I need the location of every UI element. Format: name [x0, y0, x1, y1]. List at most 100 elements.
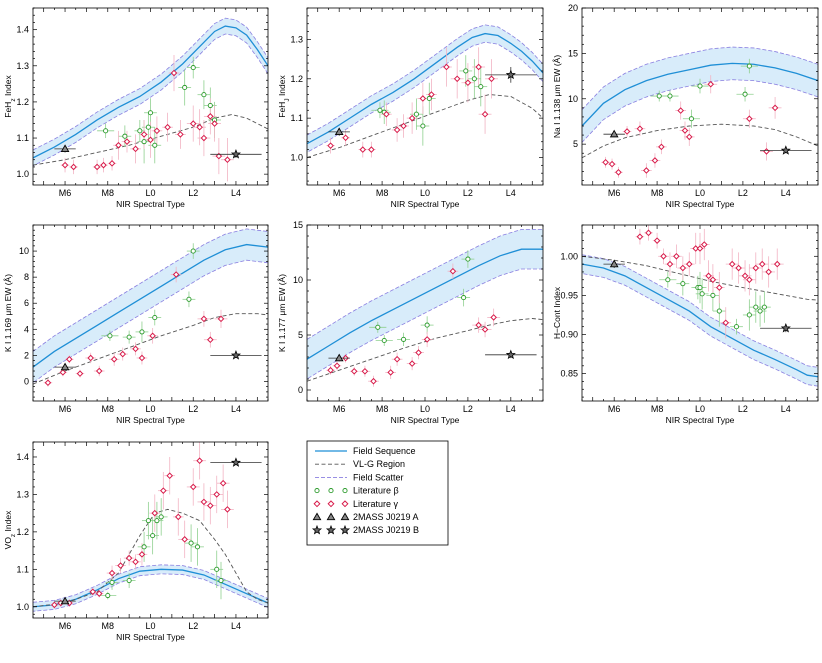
field-sequence-line: [307, 248, 543, 360]
beta-point: [152, 315, 158, 321]
gamma-point: [735, 264, 742, 272]
field-scatter-upper: [307, 228, 543, 340]
beta-point: [194, 544, 201, 550]
gamma-point: [213, 491, 221, 498]
y-tick-label: 0: [24, 376, 29, 386]
j0219a-point: [334, 127, 344, 136]
gamma-point: [108, 569, 116, 577]
gamma-point: [419, 95, 427, 102]
beta-point: [742, 91, 748, 97]
panel-h-cont: M6 M8 L0 L2 L4 0.85 0.90 0.95 1.00 NIR Spectral T…: [552, 224, 819, 425]
x-tick-label: L4: [231, 188, 241, 198]
panel-k-i-1169: M6 M8 L0 L2 L4 0 2 4 6 8 10 NIR Spectral Type K I 1.…: [3, 224, 269, 425]
beta-point: [413, 111, 419, 117]
y-axis-label: Na I 1.138 μm EW (Å): [552, 55, 562, 138]
gamma-point: [728, 260, 736, 268]
gamma-point: [370, 377, 377, 385]
y-axis-label: FeHJ Index: [277, 75, 291, 118]
beta-point: [753, 304, 759, 310]
beta-point: [697, 285, 703, 291]
x-tick-label: M8: [102, 621, 115, 631]
beta-point: [147, 110, 154, 116]
gamma-point: [140, 131, 148, 138]
x-tick-label: L4: [781, 188, 791, 198]
gamma-point: [200, 315, 208, 323]
gamma-point: [643, 167, 650, 174]
x-axis-label: NIR Spectral Type: [116, 632, 185, 642]
gamma-point: [636, 125, 644, 133]
gamma-point: [108, 160, 116, 167]
j0219b-point: [505, 69, 516, 80]
beta-point: [105, 592, 111, 599]
beta-point: [733, 324, 740, 330]
y-tick-label: 1.0: [16, 602, 29, 612]
x-tick-label: L4: [231, 404, 241, 414]
x-tick-label: M8: [651, 404, 664, 414]
legend-gamma-marker: [327, 500, 335, 508]
beta-point: [141, 544, 147, 550]
plot-area: [33, 17, 268, 182]
gamma-point: [679, 264, 687, 272]
gamma-point: [681, 127, 689, 134]
j0219a-point: [60, 362, 70, 371]
field-scatter-band: [307, 229, 543, 379]
y-tick-label: 1.0: [290, 152, 303, 162]
beta-point: [478, 84, 484, 90]
j0219a-point: [60, 596, 70, 605]
x-tick-label: L2: [463, 404, 473, 414]
gamma-point: [773, 260, 781, 268]
beta-point: [137, 128, 143, 134]
beta-point: [152, 142, 158, 148]
legend-beta-marker: [342, 488, 348, 494]
gamma-point: [752, 264, 760, 272]
panel-na-i: M6 M8 L0 L2 L4 5 10 15 20 NIR Spectral Type Na I 1…: [552, 3, 819, 209]
y-tick-label: 1.0: [16, 169, 29, 179]
beta-point: [158, 514, 164, 520]
gamma-point: [138, 551, 146, 558]
legend-item-field: Field Sequence: [315, 446, 416, 456]
y-tick-label: 15: [293, 220, 303, 230]
legend: Field Sequence VL-G Region Field Scatter Li…: [306, 440, 449, 546]
beta-point: [656, 93, 662, 99]
gamma-point: [200, 498, 208, 506]
field-scatter-band: [582, 254, 818, 387]
y-tick-label: 1.1: [16, 133, 29, 143]
x-tick-label: L2: [188, 621, 198, 631]
gamma-point: [211, 120, 218, 127]
gamma-point: [481, 110, 489, 118]
gamma-point: [705, 272, 712, 280]
gamma-point: [350, 367, 358, 375]
y-tick-label: 1.2: [16, 97, 29, 107]
y-tick-label: 8: [24, 272, 29, 282]
field-sequence-line: [33, 25, 268, 159]
beta-point: [207, 102, 213, 109]
gamma-point: [700, 241, 708, 248]
field-scatter-band: [33, 18, 268, 166]
gamma-point: [110, 355, 118, 363]
legend-label: 2MASS J0219 A: [353, 512, 419, 522]
vlg-region-line: [33, 114, 268, 166]
gamma-point: [219, 479, 227, 487]
legend-a-marker: [326, 512, 336, 521]
beta-point: [426, 95, 432, 102]
gamma-point: [87, 354, 94, 362]
plot-area: [582, 225, 818, 387]
beta-point: [201, 92, 207, 98]
y-tick-label: 1.3: [16, 489, 29, 499]
x-axis-label: NIR Spectral Type: [391, 199, 460, 209]
x-axis-label: NIR Spectral Type: [116, 199, 185, 209]
x-tick-label: L4: [506, 188, 516, 198]
beta-point: [461, 295, 467, 301]
x-tick-label: L4: [506, 404, 516, 414]
gamma-point: [149, 332, 156, 340]
gamma-point: [189, 483, 197, 491]
field-scatter-upper: [582, 254, 818, 368]
legend-item-a: 2MASS J0219 A: [312, 512, 419, 522]
gamma-point: [160, 487, 167, 494]
field-scatter-upper: [307, 24, 543, 136]
legend-item-beta: Literature β: [314, 486, 399, 496]
field-scatter-lower: [582, 273, 818, 387]
gamma-point: [164, 123, 171, 131]
gamma-point: [658, 143, 665, 151]
gamma-point: [368, 146, 375, 153]
